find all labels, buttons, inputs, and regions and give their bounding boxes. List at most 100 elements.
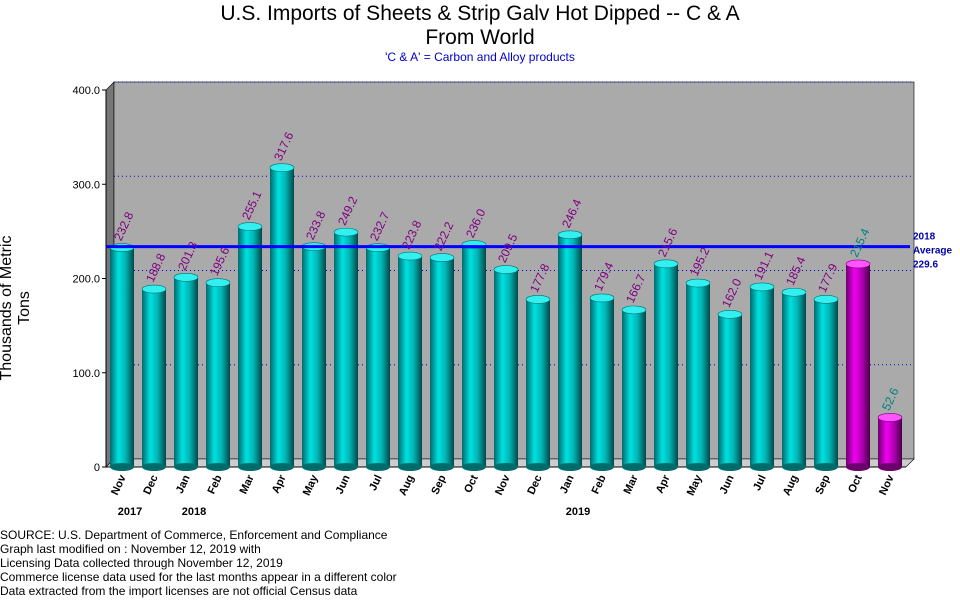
x-tick-label: Jan <box>174 473 193 496</box>
x-tick-label: Oct <box>846 473 865 495</box>
footer-line: Commerce license data used for the last … <box>0 570 397 584</box>
y-tick-label: 0 <box>94 462 100 474</box>
bar-body <box>750 286 774 467</box>
x-tick-label: Dec <box>141 473 160 496</box>
bar-top <box>845 259 871 269</box>
bar-base <box>686 463 710 471</box>
x-tick-label: Nov <box>109 472 129 497</box>
bar <box>269 163 295 471</box>
bar-top <box>237 222 263 231</box>
bar-base <box>462 463 486 471</box>
bar-base <box>110 463 134 471</box>
bar-body <box>206 282 230 467</box>
chart-title: U.S. Imports of Sheets & Strip Galv Hot … <box>0 2 960 50</box>
bar <box>813 295 839 471</box>
x-tick-label: Sep <box>429 473 449 497</box>
x-tick-label: Feb <box>206 473 225 496</box>
bar-top <box>429 253 455 262</box>
bar-body <box>398 256 422 467</box>
bar <box>493 265 519 471</box>
y-tick-label: 100.0 <box>72 368 100 380</box>
bar-body <box>366 247 390 467</box>
x-tick-label: Dec <box>525 473 544 496</box>
bar-body <box>590 297 614 467</box>
bar-top <box>589 293 615 303</box>
bar-body <box>686 283 710 467</box>
bar <box>301 242 327 471</box>
bar-top <box>173 272 199 282</box>
bar <box>845 259 871 471</box>
x-tick-label: Jul <box>751 473 769 492</box>
bar-base <box>590 463 614 471</box>
footer-line: SOURCE: U.S. Department of Commerce, Enf… <box>0 528 388 542</box>
bar-top <box>205 278 231 287</box>
footer-line: Data extracted from the import licenses … <box>0 584 358 598</box>
x-tick-label: May <box>685 472 705 497</box>
chart-subtitle: 'C & A' = Carbon and Alloy products <box>385 50 575 64</box>
bar-base <box>878 463 902 471</box>
bar-base <box>622 463 646 471</box>
bar-body <box>622 309 646 467</box>
bar-body <box>846 263 870 467</box>
bar-body <box>782 292 806 467</box>
bar-base <box>782 463 806 471</box>
bar-base <box>142 463 166 471</box>
x-tick-label: Mar <box>238 473 257 496</box>
bar <box>877 413 903 471</box>
bar-body <box>174 277 198 467</box>
bar-base <box>654 463 678 471</box>
year-label: 2018 <box>182 506 206 518</box>
bar-base <box>494 463 518 471</box>
bar <box>717 310 743 471</box>
bar-base <box>174 463 198 471</box>
bar-base <box>846 463 870 471</box>
bar-base <box>270 463 294 471</box>
x-tick-label: Mar <box>622 473 641 496</box>
bar-base <box>334 463 358 471</box>
bar-body <box>654 263 678 467</box>
bar-body <box>526 299 550 467</box>
x-tick-label: Jul <box>367 473 385 492</box>
bar <box>109 243 135 471</box>
bar-base <box>366 463 390 471</box>
bar <box>205 278 231 471</box>
bar <box>653 259 679 471</box>
bar-top <box>717 310 743 319</box>
year-label: 2019 <box>566 506 590 518</box>
bar-top <box>877 413 903 422</box>
bar <box>429 253 455 471</box>
average-label: Average <box>913 246 953 257</box>
bar <box>685 278 711 471</box>
bar-base <box>814 463 838 471</box>
bar <box>237 222 263 471</box>
bar-body <box>878 417 902 467</box>
bar-body <box>494 269 518 467</box>
y-tick-label: 200.0 <box>72 274 100 286</box>
footer-line: Licensing Data collected through Novembe… <box>0 556 283 570</box>
average-label: 229.6 <box>913 260 938 271</box>
bar-top <box>333 227 359 237</box>
x-tick-label: Apr <box>654 473 673 496</box>
bar <box>525 295 551 471</box>
bar-body <box>238 226 262 467</box>
bar-body <box>142 289 166 467</box>
bar <box>621 305 647 471</box>
bar <box>173 272 199 471</box>
x-tick-label: May <box>301 472 321 497</box>
year-label: 2017 <box>118 506 142 518</box>
x-tick-label: Feb <box>590 473 609 496</box>
bar-base <box>302 463 326 471</box>
y-tick-label: 300.0 <box>72 179 100 191</box>
bar-base <box>558 463 582 471</box>
bar-base <box>398 463 422 471</box>
bar-top <box>781 287 807 297</box>
bar-body <box>814 299 838 467</box>
average-label: 2018 <box>913 232 936 243</box>
bar-top <box>749 282 775 292</box>
bar-top <box>621 305 647 315</box>
bar-top <box>653 259 679 269</box>
x-tick-label: Aug <box>397 473 417 497</box>
x-tick-label: Nov <box>493 472 513 497</box>
bar <box>333 227 359 471</box>
bar-base <box>206 463 230 471</box>
